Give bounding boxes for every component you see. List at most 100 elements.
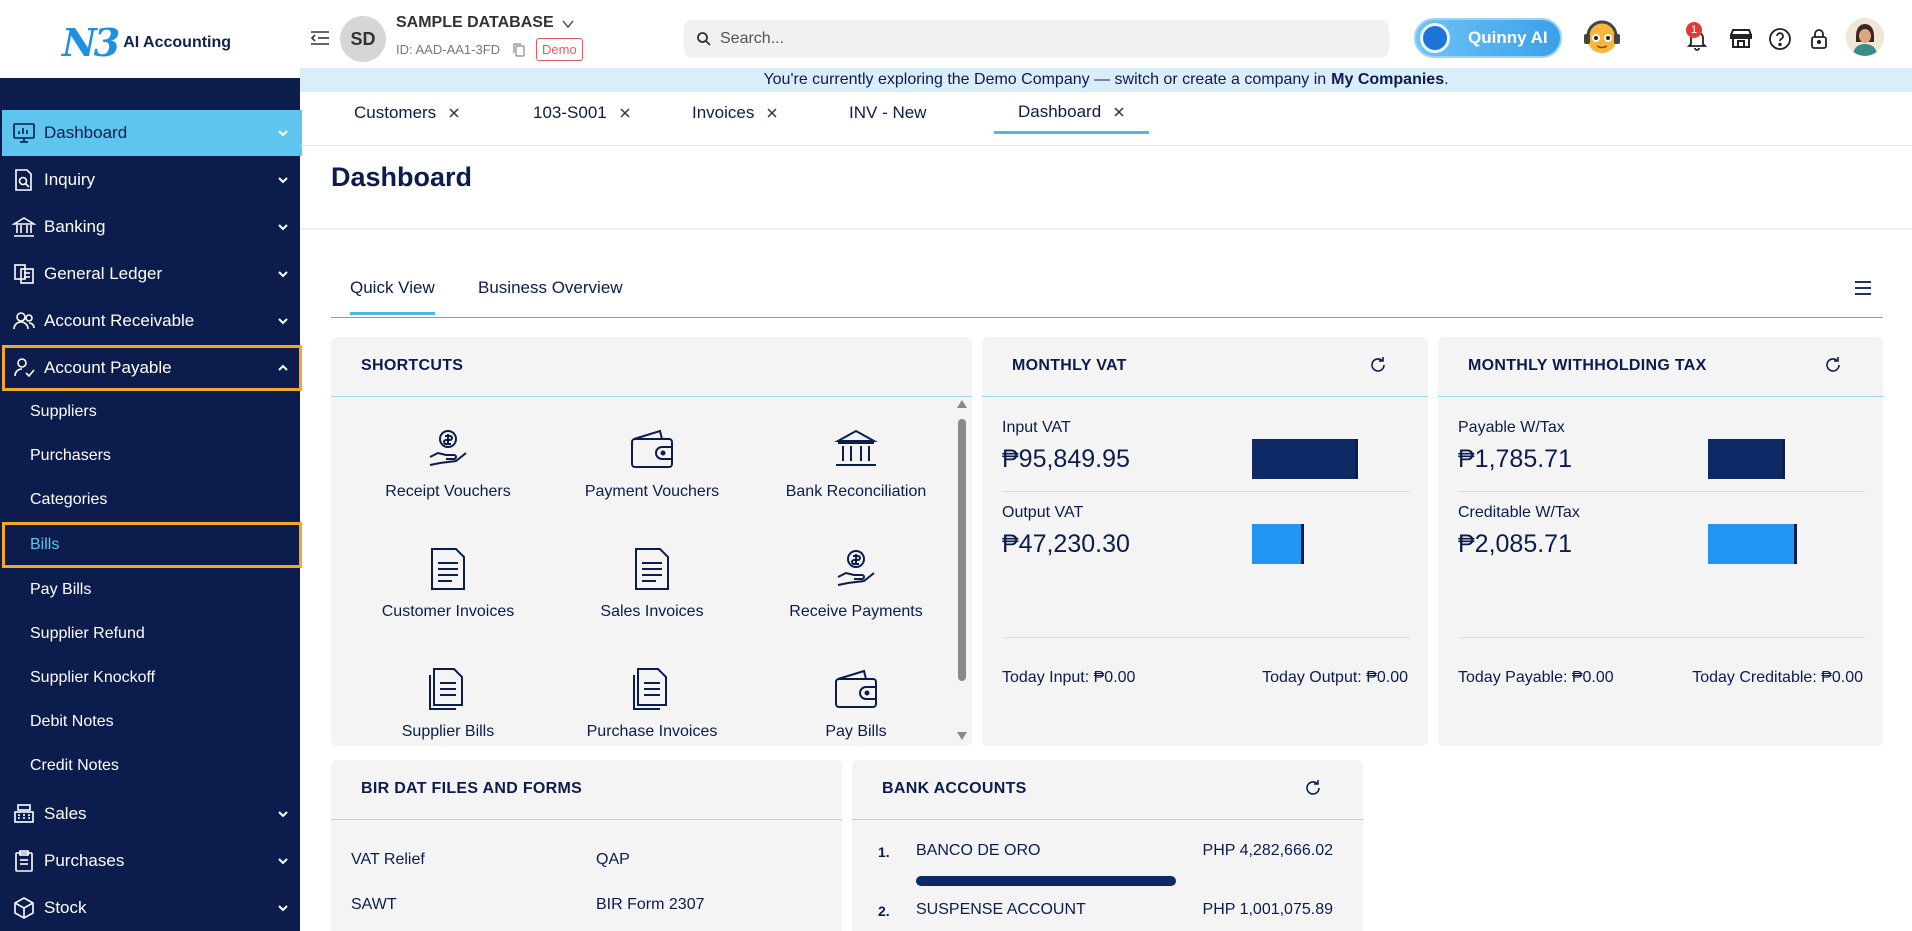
shortcut-label: Receive Payments: [789, 603, 923, 620]
shortcuts-card: SHORTCUTS Receipt Vouchers Payment Vouch…: [331, 337, 972, 746]
sidebar-sub-suppliers[interactable]: Suppliers: [30, 403, 97, 420]
open-tabs-bar: Customers 103-S001 Invoices INV - New Da…: [300, 92, 1912, 146]
close-icon[interactable]: [619, 107, 631, 119]
card-header: BANK ACCOUNTS: [852, 760, 1363, 820]
quinny-ai-icon: [1420, 23, 1450, 53]
documents-icon: [633, 668, 667, 710]
sidebar-item-dashboard[interactable]: Dashboard: [2, 110, 302, 156]
tab-customers[interactable]: Customers: [354, 92, 460, 134]
chevron-down-icon: [278, 177, 288, 184]
sidebar-sub-pay-bills[interactable]: Pay Bills: [30, 581, 92, 598]
refresh-icon[interactable]: [1368, 355, 1388, 375]
shortcut-label: Supplier Bills: [401, 723, 495, 740]
shortcut-payment-vouchers[interactable]: Payment Vouchers: [557, 425, 747, 501]
shortcut-purchase-invoices[interactable]: Purchase Invoices: [557, 665, 747, 741]
logo-mark: N3: [62, 20, 120, 65]
hamburger-menu-icon[interactable]: [1853, 278, 1873, 298]
app-logo[interactable]: N3 AI Accounting: [62, 20, 231, 65]
refresh-icon[interactable]: [1823, 355, 1843, 375]
my-companies-link[interactable]: My Companies: [1331, 71, 1445, 88]
shortcut-receive-payments[interactable]: Receive Payments: [761, 545, 951, 621]
dashboard-subtabs: Quick View Business Overview: [331, 270, 1883, 318]
banner-suffix: .: [1444, 71, 1449, 88]
subtab-business-overview[interactable]: Business Overview: [478, 278, 623, 297]
divider: [1458, 491, 1865, 492]
bank-account-row[interactable]: 2. SUSPENSE ACCOUNT PHP 1,001,075.89: [878, 901, 1333, 925]
input-vat-label: Input VAT: [1002, 419, 1071, 436]
ledger-icon: [14, 264, 34, 284]
sidebar-item-label: Purchases: [44, 851, 125, 870]
sidebar-item-stock[interactable]: Stock: [2, 885, 302, 931]
help-icon[interactable]: [1767, 26, 1793, 52]
tab-inv-new[interactable]: INV - New: [849, 92, 926, 134]
support-bot-icon[interactable]: [1580, 14, 1624, 58]
scroll-down-icon[interactable]: [956, 731, 968, 741]
sidebar-sub-supplier-knockoff[interactable]: Supplier Knockoff: [30, 669, 156, 686]
sidebar-sub-categories[interactable]: Categories: [30, 491, 108, 508]
collapse-menu-icon[interactable]: [308, 26, 332, 50]
user-avatar[interactable]: [1846, 18, 1884, 56]
bir-form-2307-link[interactable]: BIR Form 2307: [596, 896, 705, 913]
close-icon[interactable]: [448, 107, 460, 119]
shortcuts-scrollbar[interactable]: [955, 397, 969, 745]
payable-wtax-value: ₱1,785.71: [1458, 445, 1572, 473]
shortcut-bank-reconciliation[interactable]: Bank Reconciliation: [761, 425, 951, 501]
sidebar-item-sales[interactable]: Sales: [2, 791, 302, 837]
sidebar-item-banking[interactable]: Banking: [2, 204, 302, 250]
copy-icon[interactable]: [512, 42, 526, 58]
chevron-down-icon: [278, 858, 288, 865]
tab-invoices[interactable]: Invoices: [692, 92, 778, 134]
sidebar-item-general-ledger[interactable]: General Ledger: [2, 251, 302, 297]
subtab-quick-view[interactable]: Quick View: [350, 278, 435, 315]
refresh-icon[interactable]: [1303, 778, 1323, 798]
sidebar-sub-bills[interactable]: Bills: [2, 522, 302, 568]
database-name[interactable]: SAMPLE DATABASE: [396, 14, 554, 31]
chevron-down-icon: [278, 224, 288, 231]
sidebar-sub-credit-notes[interactable]: Credit Notes: [30, 757, 119, 774]
shortcut-pay-bills[interactable]: Pay Bills: [761, 665, 951, 741]
bank-icon: [834, 429, 878, 466]
divider: [300, 228, 1912, 230]
shortcut-sales-invoices[interactable]: Sales Invoices: [557, 545, 747, 621]
sidebar-item-label: Dashboard: [44, 123, 128, 142]
sidebar-item-inquiry[interactable]: Inquiry: [2, 157, 302, 203]
lock-icon[interactable]: [1806, 26, 1832, 52]
sidebar-sub-debit-notes[interactable]: Debit Notes: [30, 713, 114, 730]
sidebar-sub-supplier-refund[interactable]: Supplier Refund: [30, 625, 145, 642]
chevron-down-icon[interactable]: [560, 16, 576, 32]
close-icon[interactable]: [766, 107, 778, 119]
shortcut-customer-invoices[interactable]: Customer Invoices: [353, 545, 543, 621]
shortcut-supplier-bills[interactable]: Supplier Bills: [353, 665, 543, 741]
quinny-ai-button[interactable]: Quinny AI: [1414, 18, 1562, 58]
output-vat-label: Output VAT: [1002, 504, 1084, 521]
sidebar-item-account-payable[interactable]: Account Payable: [2, 345, 302, 391]
demo-badge: Demo: [536, 38, 583, 61]
qap-link[interactable]: QAP: [596, 851, 630, 868]
sidebar-item-label: Account Receivable: [44, 311, 195, 330]
database-avatar[interactable]: SD: [340, 16, 386, 62]
tab-103-s001[interactable]: 103-S001: [533, 92, 631, 134]
user-check-icon: [14, 358, 35, 378]
today-output: Today Output: ₱0.00: [1262, 669, 1408, 686]
shortcut-receipt-vouchers[interactable]: Receipt Vouchers: [353, 425, 543, 501]
top-header: N3 AI Accounting SD SAMPLE DATABASE ID: …: [0, 0, 1912, 78]
search-bar[interactable]: [684, 20, 1389, 58]
sidebar-item-label: Inquiry: [44, 170, 96, 189]
chevron-down-icon: [278, 318, 288, 325]
store-icon[interactable]: [1728, 26, 1754, 52]
sidebar-item-purchases[interactable]: Purchases: [2, 838, 302, 884]
bank-account-row[interactable]: 1. BANCO DE ORO PHP 4,282,666.02: [878, 842, 1333, 866]
search-input[interactable]: [720, 30, 1360, 48]
divider: [1458, 637, 1865, 638]
card-header: SHORTCUTS: [331, 337, 972, 397]
close-icon[interactable]: [1113, 106, 1125, 118]
tab-dashboard[interactable]: Dashboard: [994, 92, 1150, 134]
sidebar-item-account-receivable[interactable]: Account Receivable: [2, 298, 302, 344]
scrollbar-thumb[interactable]: [958, 419, 966, 681]
creditable-wtax-bar: [1708, 524, 1797, 564]
shortcut-label: Pay Bills: [825, 723, 887, 740]
vat-relief-link[interactable]: VAT Relief: [351, 851, 425, 868]
scroll-up-icon[interactable]: [956, 399, 968, 409]
sawt-link[interactable]: SAWT: [351, 896, 397, 913]
sidebar-sub-purchasers[interactable]: Purchasers: [30, 447, 111, 464]
